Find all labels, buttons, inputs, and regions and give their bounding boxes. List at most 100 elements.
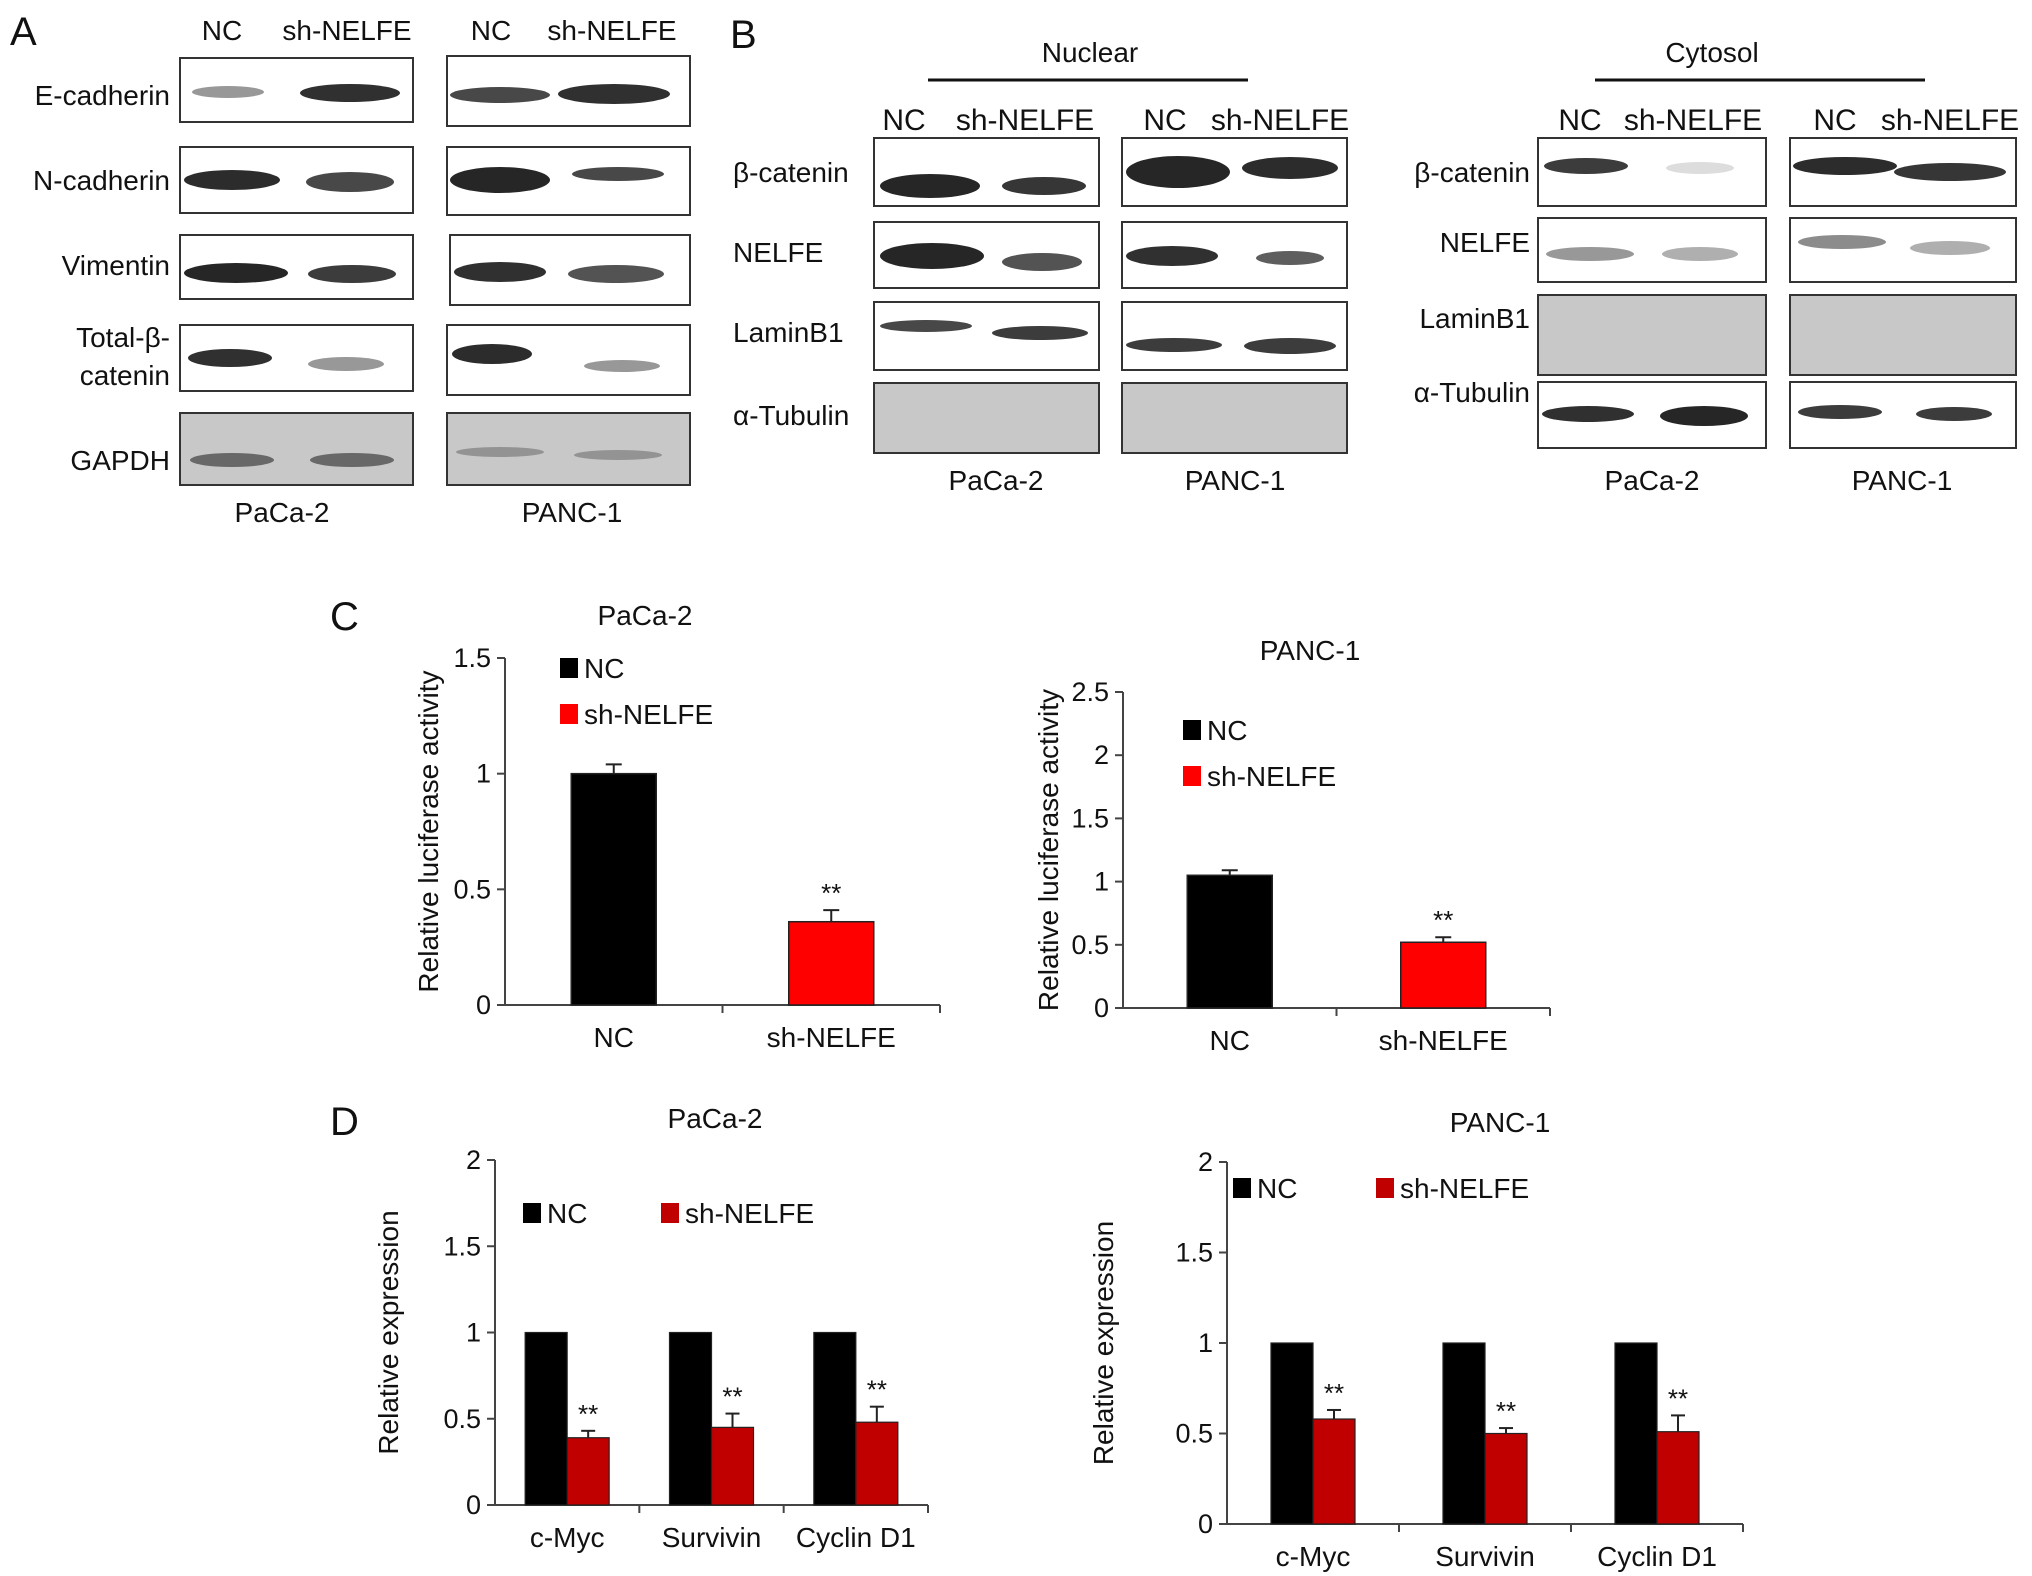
- y-tick-label: 0.5: [1071, 930, 1109, 960]
- y-tick-label: 1: [1094, 867, 1109, 897]
- panel-a-lane-nc-paca2: NC: [202, 15, 242, 46]
- y-tick-label: 2: [1198, 1147, 1213, 1177]
- panel-b-nuc-cellline-paca2: PaCa-2: [949, 465, 1044, 496]
- panel-b-nuc-row-laminb1: LaminB1: [733, 317, 844, 348]
- legend-swatch: [1183, 766, 1201, 786]
- panel-a-row-gapdh: GAPDH: [70, 445, 170, 476]
- bar: [566, 1437, 610, 1506]
- panel-b-nuc-lane-nc-paca2: NC: [882, 104, 925, 137]
- panel-b-nuc-lane-sh-panc1: sh-NELFE: [1211, 104, 1349, 137]
- panel-b-nuc-blot-beta-catenin-paca2: [873, 137, 1100, 207]
- panel-b-nuc-row-alpha-tubulin: α-Tubulin: [733, 400, 849, 431]
- y-axis-label: Relative expression: [1088, 1221, 1119, 1465]
- significance-label: **: [821, 878, 841, 908]
- panel-a-blot-e-cadherin-panc1: [446, 55, 691, 127]
- chart-c-paca2: PaCa-2 Relative luciferase activity 0 0.5 1 1…: [413, 600, 941, 1053]
- panel-b-cyt-blot-nelfe-panc1: [1789, 217, 2017, 283]
- panel-b-nuc-blot-nelfe-paca2: [873, 221, 1100, 289]
- panel-b: B Nuclear Cytosol NC sh-NELFE NC sh-NELF…: [730, 13, 2019, 496]
- y-tick-label: 0: [1094, 993, 1109, 1023]
- significance-label: **: [1433, 905, 1453, 935]
- legend-swatch: [560, 658, 578, 678]
- y-tick-label: 0: [1198, 1509, 1213, 1539]
- significance-label: **: [1496, 1396, 1516, 1426]
- chart-title: PANC-1: [1450, 1107, 1551, 1138]
- bar: [1614, 1342, 1658, 1525]
- panel-b-cyt-lane-nc-paca2: NC: [1558, 104, 1601, 137]
- y-tick-label: 0: [476, 990, 491, 1020]
- panel-b-fraction-nuclear: Nuclear: [1042, 37, 1138, 68]
- panel-d-letter: D: [330, 1100, 359, 1144]
- chart-title: PANC-1: [1260, 635, 1361, 666]
- panel-b-cyt-blot-laminb1-panc1: [1789, 294, 2017, 376]
- panel-b-cyt-lane-sh-panc1: sh-NELFE: [1881, 104, 2019, 137]
- legend-swatch: [1183, 720, 1201, 740]
- bar: [1186, 874, 1273, 1009]
- legend-label: sh-NELFE: [1207, 761, 1336, 792]
- panel-a-lane-nc-panc1: NC: [471, 15, 511, 46]
- chart-d-panc1: PANC-1 Relative expression 0 0.5 1 1.5 2 c-Myc *…: [1088, 1107, 1744, 1572]
- y-tick-label: 0: [466, 1490, 481, 1520]
- panel-a: A NC sh-NELFE NC sh-NELFE E-cadherin N-c…: [10, 10, 691, 528]
- panel-b-cyt-cellline-paca2: PaCa-2: [1605, 465, 1700, 496]
- y-tick-label: 1: [466, 1318, 481, 1348]
- panel-b-cyt-blot-laminb1-paca2: [1537, 294, 1767, 376]
- bar: [668, 1331, 713, 1506]
- y-axis-label: Relative luciferase activity: [1033, 689, 1064, 1011]
- panel-b-nuc-blot-laminb1-panc1: [1121, 301, 1348, 371]
- panel-b-nuc-lane-sh-paca2: sh-NELFE: [956, 104, 1094, 137]
- bar: [1312, 1418, 1356, 1525]
- legend-label: NC: [1257, 1173, 1297, 1204]
- panel-b-cyt-blot-alpha-tubulin-paca2: [1537, 381, 1767, 449]
- x-tick-label: sh-NELFE: [1379, 1025, 1508, 1056]
- panel-a-blot-total-beta-catenin-paca2: [179, 324, 414, 392]
- bar: [855, 1421, 899, 1506]
- panel-b-fraction-cytosol: Cytosol: [1665, 37, 1758, 68]
- legend-label: sh-NELFE: [685, 1198, 814, 1229]
- bar: [1270, 1342, 1314, 1525]
- panel-b-nuc-cellline-panc1: PANC-1: [1185, 465, 1286, 496]
- panel-b-nuc-blot-beta-catenin-panc1: [1121, 137, 1348, 207]
- panel-a-blot-gapdh-panc1: [446, 412, 691, 486]
- panel-b-nuc-blot-alpha-tubulin-panc1: [1121, 382, 1348, 454]
- legend-label: NC: [584, 653, 624, 684]
- legend-swatch: [1233, 1178, 1251, 1198]
- y-tick-label: 1.5: [1175, 1238, 1213, 1268]
- significance-label: **: [1668, 1383, 1688, 1413]
- y-tick-label: 2: [466, 1145, 481, 1175]
- legend-label: NC: [547, 1198, 587, 1229]
- panel-a-blot-vimentin-panc1: [449, 234, 691, 306]
- bar: [710, 1426, 755, 1506]
- x-tick-label: NC: [594, 1022, 634, 1053]
- bar: [1442, 1342, 1486, 1525]
- significance-label: **: [578, 1399, 598, 1429]
- x-tick-label: c-Myc: [1276, 1541, 1351, 1572]
- panel-a-row-e-cadherin: E-cadherin: [35, 80, 170, 111]
- panel-b-cyt-row-beta-catenin: β-catenin: [1414, 157, 1530, 188]
- legend-swatch: [1376, 1178, 1394, 1198]
- panel-b-cyt-lane-sh-paca2: sh-NELFE: [1624, 104, 1762, 137]
- y-tick-label: 2.5: [1071, 677, 1109, 707]
- panel-b-nuc-row-beta-catenin: β-catenin: [733, 157, 849, 188]
- y-tick-label: 1: [476, 759, 491, 789]
- panel-a-letter: A: [10, 10, 37, 54]
- legend-swatch: [661, 1203, 679, 1223]
- panel-b-cyt-blot-beta-catenin-paca2: [1537, 137, 1767, 207]
- y-tick-label: 1.5: [1071, 803, 1109, 833]
- panel-a-cellline-panc1: PANC-1: [522, 497, 623, 528]
- legend-swatch: [523, 1203, 541, 1223]
- panel-a-blot-total-beta-catenin-panc1: [446, 324, 691, 396]
- panel-a-blot-n-cadherin-paca2: [179, 146, 414, 214]
- chart-title: PaCa-2: [598, 600, 693, 631]
- y-axis-label: Relative luciferase activity: [413, 670, 444, 992]
- panel-a-lane-sh-paca2: sh-NELFE: [282, 15, 411, 46]
- panel-b-nuc-row-nelfe: NELFE: [733, 237, 823, 268]
- panel-a-blot-n-cadherin-panc1: [446, 146, 691, 216]
- panel-b-cyt-blot-beta-catenin-panc1: [1789, 137, 2017, 207]
- panel-b-nuc-blot-alpha-tubulin-paca2: [873, 382, 1100, 454]
- bar: [788, 920, 875, 1006]
- bar: [1656, 1431, 1700, 1525]
- legend-label: NC: [1207, 715, 1247, 746]
- chart-title: PaCa-2: [668, 1103, 763, 1134]
- panel-b-cyt-blot-nelfe-paca2: [1537, 217, 1767, 283]
